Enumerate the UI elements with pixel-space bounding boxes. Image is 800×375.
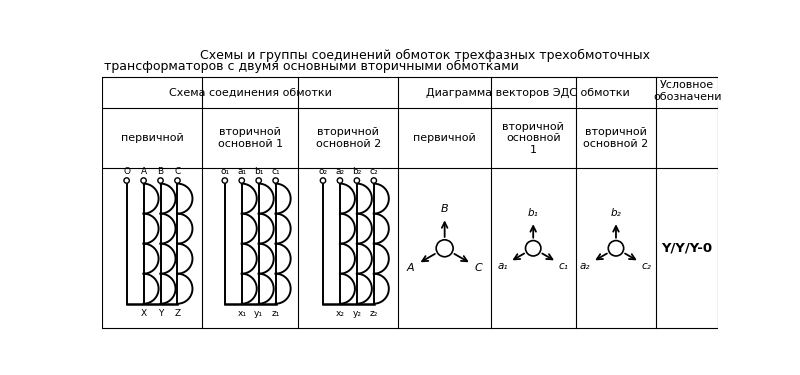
- Circle shape: [371, 178, 377, 183]
- Text: вторичной
основной 1: вторичной основной 1: [218, 128, 282, 149]
- Circle shape: [158, 178, 163, 183]
- Circle shape: [320, 178, 326, 183]
- Text: y₂: y₂: [352, 309, 362, 318]
- Circle shape: [436, 240, 453, 257]
- Text: c₂: c₂: [370, 167, 378, 176]
- Circle shape: [273, 178, 278, 183]
- Text: O: O: [123, 167, 130, 176]
- Text: b₂: b₂: [610, 208, 622, 218]
- Circle shape: [124, 178, 130, 183]
- Text: трансформаторов с двумя основными вторичными обмотками: трансформаторов с двумя основными вторич…: [104, 60, 519, 74]
- Text: B: B: [441, 204, 449, 214]
- Text: вторичной
основной
1: вторичной основной 1: [502, 122, 564, 155]
- Text: a₂: a₂: [580, 261, 590, 271]
- Text: вторичной
основной 2: вторичной основной 2: [316, 128, 381, 149]
- Circle shape: [526, 241, 541, 256]
- Text: C: C: [174, 167, 181, 176]
- Text: y₁: y₁: [254, 309, 263, 318]
- Circle shape: [608, 241, 624, 256]
- Text: b₁: b₁: [254, 167, 263, 176]
- Text: a₁: a₁: [237, 167, 246, 176]
- Text: x₂: x₂: [335, 309, 345, 318]
- Text: o₁: o₁: [220, 167, 230, 176]
- Text: C: C: [474, 263, 482, 273]
- Circle shape: [239, 178, 245, 183]
- Text: Z: Z: [174, 309, 181, 318]
- Circle shape: [354, 178, 359, 183]
- Text: c₂: c₂: [642, 261, 651, 271]
- Text: a₁: a₁: [498, 261, 508, 271]
- Text: z₁: z₁: [271, 309, 280, 318]
- Circle shape: [256, 178, 262, 183]
- Text: Схема соединения обмотки: Схема соединения обмотки: [169, 88, 332, 98]
- Circle shape: [141, 178, 146, 183]
- Text: X: X: [141, 309, 146, 318]
- Text: Диаграмма векторов ЭДС обмотки: Диаграмма векторов ЭДС обмотки: [426, 88, 630, 98]
- Text: o₂: o₂: [318, 167, 327, 176]
- Text: вторичной
основной 2: вторичной основной 2: [583, 128, 649, 149]
- Text: c₁: c₁: [559, 261, 569, 271]
- Circle shape: [222, 178, 227, 183]
- Text: первичной: первичной: [121, 133, 183, 143]
- Text: первичной: первичной: [414, 133, 476, 143]
- Text: Схемы и группы соединений обмоток трехфазных трехобмоточных: Схемы и группы соединений обмоток трехфа…: [201, 49, 650, 62]
- Text: B: B: [158, 167, 163, 176]
- Text: Условное
обозначени: Условное обозначени: [653, 80, 722, 102]
- Text: c₁: c₁: [271, 167, 280, 176]
- Text: Y: Y: [158, 309, 163, 318]
- Text: b₁: b₁: [528, 208, 538, 218]
- Text: A: A: [141, 167, 146, 176]
- Text: a₂: a₂: [335, 167, 345, 176]
- Text: Y/Y/Y-0: Y/Y/Y-0: [662, 242, 713, 255]
- Text: z₂: z₂: [370, 309, 378, 318]
- Text: x₁: x₁: [238, 309, 246, 318]
- Text: A: A: [407, 263, 414, 273]
- Circle shape: [174, 178, 180, 183]
- Text: b₂: b₂: [352, 167, 362, 176]
- Circle shape: [338, 178, 342, 183]
